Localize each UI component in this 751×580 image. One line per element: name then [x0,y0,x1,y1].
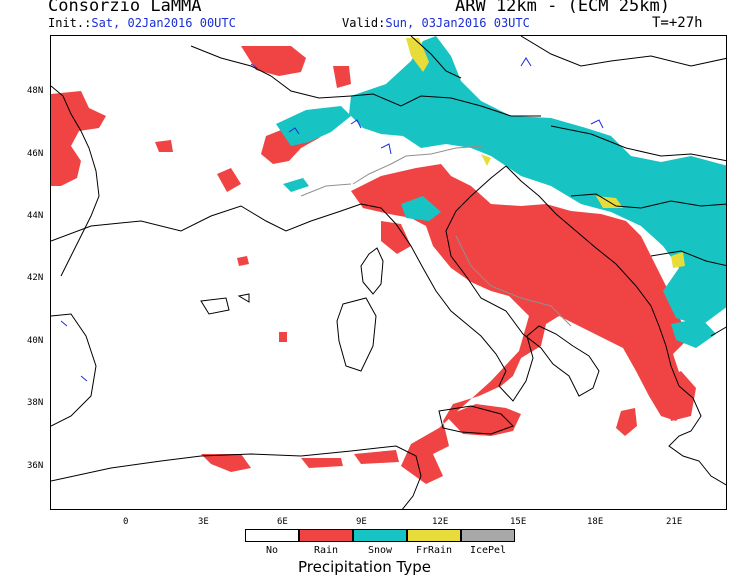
legend-swatch-snow [353,529,407,542]
lat-label-42n: 42N [27,273,44,283]
legend-label-rain: Rain [313,545,339,556]
lon-label-9e: 9E [356,517,367,527]
lon-label-18e: 18E [587,517,604,527]
lon-label-21e: 21E [666,517,683,527]
legend-title: Precipitation Type [298,558,431,576]
legend-swatch-rain [299,529,353,542]
political-borders [300,145,572,327]
init-label: Init.: [48,16,92,30]
legend-label-frrain: FrRain [415,545,453,556]
init-value: Sat, 02Jan2016 00UTC [91,16,236,30]
lon-label-12e: 12E [432,517,449,527]
lat-label-48n: 48N [27,86,44,96]
lat-label-44n: 44N [27,211,44,221]
lat-label-36n: 36N [27,461,44,471]
valid-value: Sun, 03Jan2016 03UTC [385,16,530,30]
legend-label-no: No [265,545,279,556]
lakes-rivers [60,57,604,382]
valid-row: Valid:Sun, 03Jan2016 03UTC [342,16,530,30]
snow-areas [276,36,726,348]
lon-label-15e: 15E [510,517,527,527]
map-canvas [51,36,726,509]
legend-swatch-no [245,529,299,542]
legend-swatch-frrain [407,529,461,542]
forecast-step: T=+27h [652,15,703,31]
legend-swatch-icepel [461,529,515,542]
lat-label-46n: 46N [27,149,44,159]
legend-label-snow: Snow [367,545,393,556]
lat-label-40n: 40N [27,336,44,346]
lat-label-38n: 38N [27,398,44,408]
legend-label-icepel: IcePel [469,545,507,556]
title-right: ARW 12km - (ECM 25km) [455,0,670,16]
lon-label-0: 0 [123,517,129,527]
init-row: Init.:Sat, 02Jan2016 00UTC [48,16,236,30]
coastlines [51,36,726,509]
precipitation-map [50,35,727,510]
lon-label-6e: 6E [277,517,288,527]
title-left: Consorzio LaMMA [48,0,202,16]
lon-label-3e: 3E [198,517,209,527]
valid-label: Valid: [342,16,386,30]
